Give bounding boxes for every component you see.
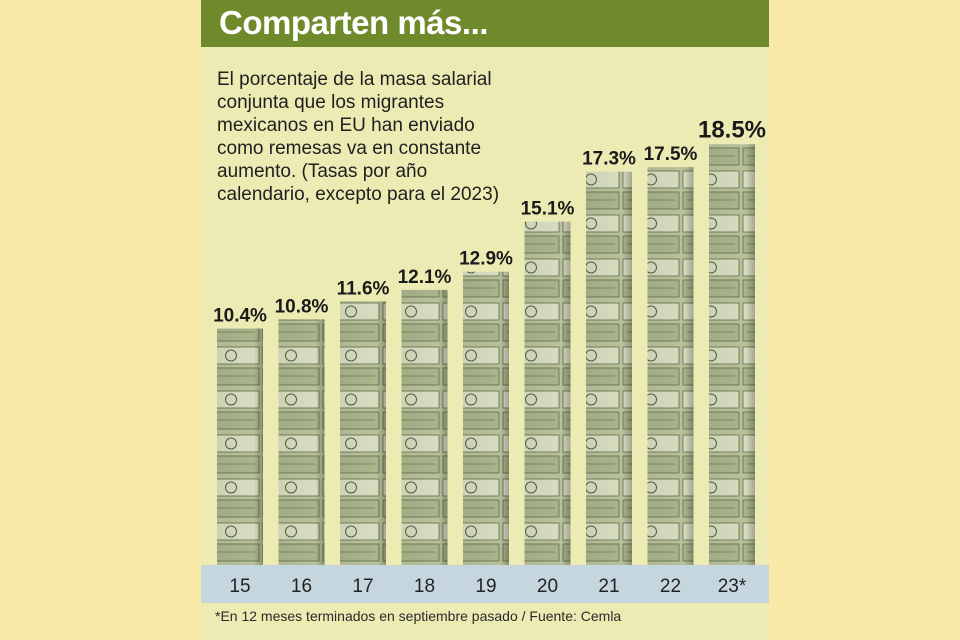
x-tick-label: 17 [352, 576, 373, 597]
x-tick-label: 20 [537, 576, 558, 597]
chart-title: Comparten más... [219, 4, 488, 41]
bar-shade [278, 319, 325, 565]
x-tick-label: 18 [414, 576, 435, 597]
bar-shade [217, 328, 263, 565]
bar-shade [401, 289, 448, 565]
x-tick-label: 21 [598, 576, 619, 597]
data-label: 17.3% [582, 149, 636, 170]
title-bar: Comparten más... [201, 0, 769, 47]
x-tick-label: 19 [475, 576, 496, 597]
x-axis-band [201, 565, 769, 603]
bar-shade [647, 167, 694, 565]
footnote: *En 12 meses terminados en septiembre pa… [215, 608, 622, 624]
data-label: 10.4% [213, 306, 267, 327]
bar-shade [524, 221, 571, 566]
bar-shade [340, 301, 386, 565]
data-label: 12.9% [459, 249, 513, 270]
chart-description: El porcentaje de la masa salarial conjun… [217, 69, 500, 205]
x-tick-label: 23* [718, 576, 747, 597]
bar-shade [586, 171, 632, 565]
data-label: 17.5% [644, 144, 698, 165]
data-label: 15.1% [521, 199, 575, 220]
bar-chart: 10.4% 10.8% 11.6% 12.1% 12.9% 15.1% 17.3% 17.5%… [213, 116, 766, 597]
bar-shade [463, 271, 509, 565]
data-label: 10.8% [275, 296, 329, 317]
x-tick-label: 16 [291, 576, 312, 597]
data-label: 11.6% [337, 278, 390, 299]
data-label: 12.1% [398, 267, 452, 288]
x-tick-label: 15 [229, 576, 250, 597]
data-label: 18.5% [698, 116, 766, 143]
bar-shade [709, 144, 755, 565]
x-tick-label: 22 [660, 576, 681, 597]
infographic-panel: Comparten más... 10.4% 10.8% 11.6% 12.1% 12.… [201, 0, 769, 640]
